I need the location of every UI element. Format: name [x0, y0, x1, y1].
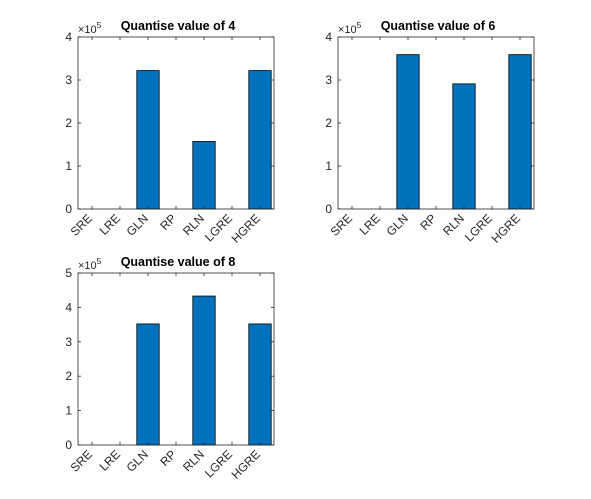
x-tick-label: GLN: [384, 211, 411, 238]
chart-title: Quantise value of 8: [121, 255, 236, 269]
y-exponent-label: ×105: [338, 20, 362, 36]
x-tick-label: LRE: [357, 211, 383, 237]
x-tick-label: GLN: [124, 447, 151, 474]
y-exponent-label: ×105: [78, 20, 102, 36]
y-tick-label: 5: [65, 266, 72, 280]
x-tick-label: LGRE: [202, 447, 235, 480]
y-tick-label: 3: [65, 335, 72, 349]
bar-rln: [192, 141, 216, 210]
x-tick-label: LRE: [97, 447, 123, 473]
x-tick-label: HGRE: [229, 211, 263, 245]
y-tick-label: 0: [325, 202, 332, 216]
axes-frame: [337, 36, 535, 210]
x-tick-label: RP: [417, 211, 439, 233]
x-tick-label: LGRE: [202, 211, 235, 244]
chart-title: Quantise value of 4: [121, 19, 236, 33]
bar-gln: [136, 70, 160, 210]
y-tick-label: 0: [65, 438, 72, 452]
x-tick-label: GLN: [124, 211, 151, 238]
bar-hgre: [508, 54, 532, 210]
y-tick-label: 4: [65, 300, 72, 314]
y-tick-label: 3: [65, 73, 72, 87]
y-tick-label: 1: [65, 159, 72, 173]
bar-hgre: [248, 323, 272, 446]
x-tick-label: RP: [157, 211, 179, 233]
axes-frame: [77, 36, 275, 210]
chart-title: Quantise value of 6: [381, 19, 496, 33]
y-tick-label: 2: [65, 369, 72, 383]
y-tick-label: 1: [325, 159, 332, 173]
bar-hgre: [248, 70, 272, 210]
y-tick-label: 1: [65, 404, 72, 418]
axes-frame: [77, 272, 275, 446]
bar-gln: [396, 54, 420, 210]
y-exponent-label: ×105: [78, 256, 102, 272]
y-tick-label: 3: [325, 73, 332, 87]
x-tick-label: RP: [157, 447, 179, 469]
y-tick-label: 4: [325, 30, 332, 44]
bar-rln: [452, 83, 476, 210]
x-tick-label: HGRE: [229, 447, 263, 481]
bar-rln: [192, 295, 216, 446]
y-tick-label: 2: [65, 116, 72, 130]
y-tick-label: 4: [65, 30, 72, 44]
x-tick-label: LRE: [97, 211, 123, 237]
x-tick-label: HGRE: [489, 211, 523, 245]
y-tick-label: 2: [325, 116, 332, 130]
bar-gln: [136, 323, 160, 446]
x-tick-label: LGRE: [462, 211, 495, 244]
y-tick-label: 0: [65, 202, 72, 216]
